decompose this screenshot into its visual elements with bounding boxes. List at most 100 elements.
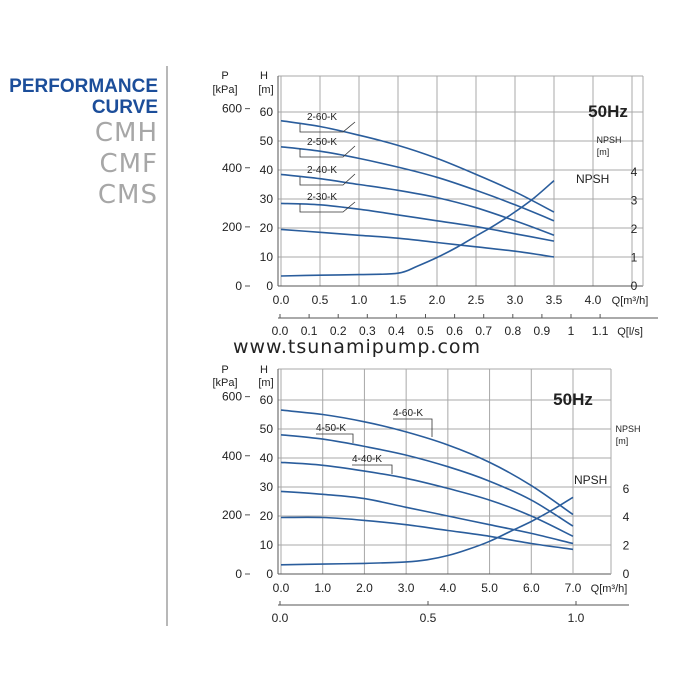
chart1-h-tick: 40	[260, 163, 274, 177]
chart1-h-tick: 20	[260, 221, 274, 235]
chart2-series-leader-4-60-k	[393, 418, 433, 437]
chart2-x-tick: 5.0	[481, 581, 498, 595]
chart1-h-tick: 30	[260, 192, 274, 206]
chart1-q2-tick: 0.4	[388, 324, 405, 338]
chart1-p-tick: 600	[222, 102, 242, 116]
chart2-h-tick: 60	[260, 393, 274, 407]
chart2-h-label: H	[260, 364, 268, 376]
chart1-series-leader-2-40-k	[299, 173, 356, 186]
chart1-q2-tick: 0.3	[359, 324, 376, 338]
chart2-q2-tick: 0.0	[272, 611, 289, 625]
chart2-x-tick: 4.0	[440, 581, 457, 595]
chart1-series-leader-2-50-k	[299, 145, 356, 158]
watermark-text: www.tsunamipump.com	[232, 336, 482, 358]
chart1-h-tick: 10	[260, 250, 274, 264]
chart1-series-leader-2-60-k	[299, 121, 356, 133]
chart1-q2-tick: 0.1	[301, 324, 318, 338]
chart2-hq-curve-4-50-k	[280, 434, 574, 527]
chart1-series-label-2-30-k: 2-30-K	[307, 192, 337, 203]
chart1-frequency-label: 50Hz	[588, 102, 628, 121]
chart1-q2-tick: 0.2	[330, 324, 347, 338]
title-block: PERFORMANCE CURVE CMH CMF CMS	[9, 76, 158, 211]
chart1-x-tick: 1.5	[390, 293, 407, 307]
chart1-npsh-axis-label: NPSH	[596, 135, 621, 145]
chart1-x-tick: 1.0	[351, 293, 368, 307]
chart1-series-label-2-50-k: 2-50-K	[307, 137, 337, 148]
chart2-x-tick: 3.0	[398, 581, 415, 595]
chart2-p-label: P	[221, 364, 228, 376]
chart1-hq-curve-2-60-k	[280, 119, 555, 213]
chart2-h-tick: 40	[260, 451, 274, 465]
chart1-x-tick: 3.0	[507, 293, 524, 307]
chart2-q2-tick: 1.0	[568, 611, 585, 625]
chart2-x-tick: 7.0	[565, 581, 582, 595]
chart1-x-tick: 4.0	[585, 293, 602, 307]
chart1-npsh-axis-unit: [m]	[597, 147, 610, 157]
chart1-p-unit: [kPa]	[212, 84, 237, 96]
chart1-npsh-tick: 0	[631, 279, 638, 293]
chart1-npsh-curve-label: NPSH	[576, 172, 609, 186]
chart2-x-tick: 2.0	[356, 581, 373, 595]
chart1-series-label-2-40-k: 2-40-K	[307, 165, 337, 176]
chart1-q2-label: Q[l/s]	[617, 326, 643, 338]
chart2-npsh-tick: 6	[623, 482, 630, 496]
chart1-p-label: P	[221, 70, 228, 82]
chart1-npsh-tick: 2	[631, 222, 638, 236]
chart1-h-label: H	[260, 70, 268, 82]
chart1-hq-curve-2-40-k	[280, 173, 555, 237]
chart1-q2-tick: 1	[568, 324, 575, 338]
chart2-npsh-tick: 4	[623, 510, 630, 524]
chart1-x-tick: 0.5	[312, 293, 329, 307]
chart2-p-tick: 0	[235, 567, 242, 581]
model-cms: CMS	[97, 180, 158, 210]
chart1-npsh-tick: 4	[631, 165, 638, 179]
chart2-npsh-tick: 2	[623, 539, 630, 553]
chart2-npsh-axis-label: NPSH	[615, 424, 640, 434]
chart2-p-tick: 600	[222, 390, 242, 404]
chart1-p-tick: 400	[222, 161, 242, 175]
chart1-series-label-2-60-k: 2-60-K	[307, 112, 337, 123]
chart2-p-unit: [kPa]	[212, 377, 237, 389]
chart1-npsh-tick: 3	[631, 194, 638, 208]
chart2-p-tick: 200	[222, 508, 242, 522]
chart2-h-tick: 10	[260, 538, 274, 552]
chart1-h-tick: 50	[260, 134, 274, 148]
chart1-h-unit: [m]	[258, 84, 273, 96]
chart1-p-tick: 0	[235, 279, 242, 293]
chart2-hq-curve-4-40-k	[280, 461, 574, 538]
chart2-npsh-curve-label: NPSH	[574, 473, 607, 487]
chart2-hq-curve-4-60-k	[280, 409, 574, 516]
chart1-q2-tick: 1.1	[592, 324, 609, 338]
model-cmf: CMF	[99, 149, 158, 179]
chart1-q2-tick: 0.9	[534, 324, 551, 338]
vertical-divider	[166, 66, 168, 626]
chart2-hq-curve-series-4	[280, 490, 574, 545]
chart1-hq-curve-2-50-k	[280, 146, 555, 222]
chart2-series-label-4-50-k: 4-50-K	[316, 423, 346, 434]
chart2-npsh-tick: 0	[623, 567, 630, 581]
chart2-x-tick: 0.0	[273, 581, 290, 595]
chart2-npsh-axis-unit: [m]	[616, 436, 629, 446]
chart1-q2-tick: 0.8	[504, 324, 521, 338]
chart2-series-label-4-60-k: 4-60-K	[393, 408, 423, 419]
model-cmh: CMH	[94, 118, 158, 148]
chart2-frequency-label: 50Hz	[553, 390, 593, 409]
chart1-x-tick: 3.5	[546, 293, 563, 307]
chart2-h-tick: 30	[260, 480, 274, 494]
chart2-h-tick: 0	[266, 567, 273, 581]
chart1-q2-tick: 0.7	[475, 324, 492, 338]
chart2-x-tick: 6.0	[523, 581, 540, 595]
chart1-x-tick: 2.5	[468, 293, 485, 307]
chart2-x-label: Q[m³/h]	[591, 583, 628, 595]
chart2-x-tick: 1.0	[314, 581, 331, 595]
chart1-x-label: Q[m³/h]	[612, 295, 649, 307]
chart1-h-tick: 60	[260, 105, 274, 119]
chart1-npsh-tick: 1	[631, 251, 638, 265]
chart1-q2-tick: 0.0	[272, 324, 289, 338]
chart1-q2-tick: 0.6	[446, 324, 463, 338]
chart1-x-tick: 2.0	[429, 293, 446, 307]
chart2-h-tick: 20	[260, 509, 274, 523]
chart2-series-label-4-40-k: 4-40-K	[352, 454, 382, 465]
title-curve: CURVE	[91, 97, 158, 118]
